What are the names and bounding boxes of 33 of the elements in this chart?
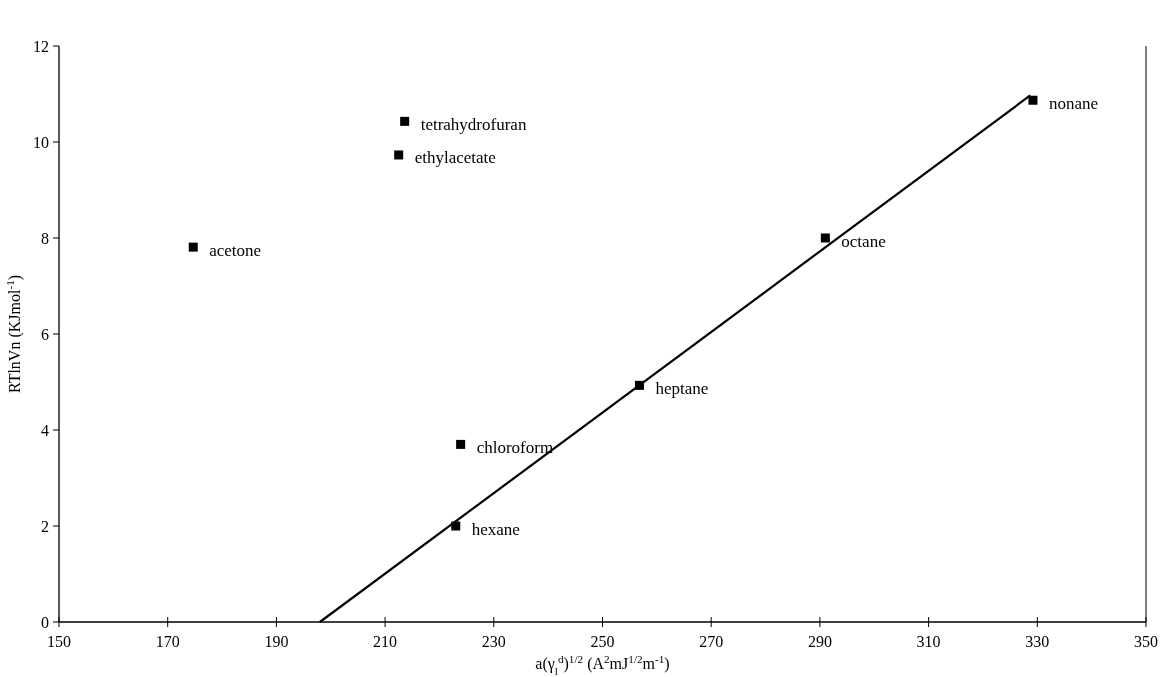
x-tick-label: 310 (916, 633, 941, 650)
x-tick-label: 250 (590, 633, 615, 650)
x-tick-label: 290 (807, 633, 832, 650)
y-tick-label: 10 (33, 133, 49, 151)
x-tick-label: 230 (481, 633, 506, 650)
point (456, 439, 466, 449)
annotation: octane (841, 231, 886, 251)
annotation: heptane (655, 378, 709, 398)
x-tick-label: 190 (264, 633, 289, 650)
x-tick-label: 350 (1134, 633, 1158, 650)
point (394, 150, 404, 160)
x-tick-label: 150 (47, 633, 71, 650)
annotation: nonane (1048, 93, 1099, 113)
y-tick-label: 2 (41, 517, 49, 535)
y-tick-label: 4 (41, 421, 49, 439)
annotation: acetone (209, 240, 262, 260)
annotation: ethylacetate (414, 148, 496, 168)
x-tick-label: 170 (155, 633, 180, 650)
x-tick-label: 210 (373, 633, 398, 650)
y-tick-label: 6 (41, 325, 49, 343)
y-tick-label: 8 (41, 229, 49, 247)
annotation: chloroform (476, 437, 554, 457)
annotation: tetrahydrofuran (420, 114, 527, 134)
annotation: hexane (471, 519, 520, 539)
x-tick-label: 330 (1025, 633, 1050, 650)
point (400, 116, 410, 126)
text: a(γ$_{l}$$^{d}$)$^{1/2}$ (A$^{2}$mJ$^{1/2}$m$^{-1}$) (535, 653, 670, 677)
point (1028, 95, 1038, 105)
y-tick-label: 12 (33, 37, 49, 55)
y-tick-label: 0 (41, 613, 49, 631)
point (820, 233, 830, 243)
point (188, 242, 198, 252)
x-tick-label: 270 (699, 633, 724, 650)
